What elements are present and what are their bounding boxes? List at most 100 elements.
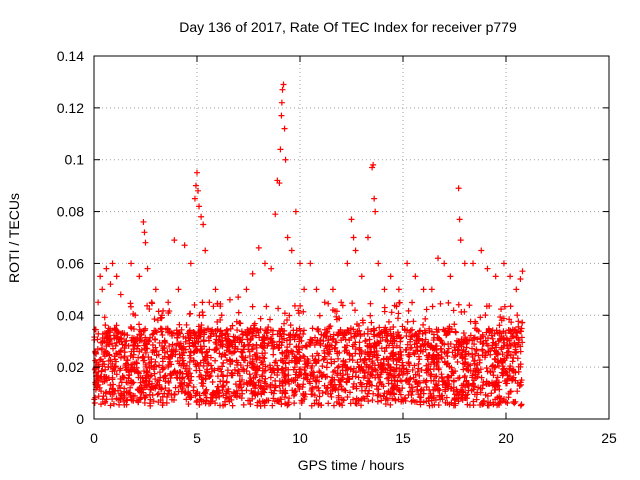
data-point-band — [311, 392, 318, 399]
data-point-band — [286, 341, 293, 348]
data-point-band — [146, 364, 153, 371]
data-point-band — [118, 391, 125, 398]
data-point-band — [131, 393, 138, 400]
data-point-band — [383, 344, 390, 351]
x-axis-label: GPS time / hours — [298, 457, 405, 473]
data-point-band — [167, 375, 174, 382]
data-point-band — [514, 335, 521, 342]
data-point-band — [267, 374, 274, 381]
data-point-band — [368, 328, 375, 335]
data-point-band — [145, 354, 152, 361]
data-point — [196, 203, 203, 210]
data-point-band — [142, 374, 149, 381]
data-point — [284, 234, 291, 241]
data-point-band — [212, 346, 219, 353]
data-point-band — [171, 390, 178, 397]
data-point-band — [202, 376, 209, 383]
data-point-band — [224, 388, 231, 395]
data-point-band — [256, 398, 263, 405]
data-point-band — [357, 379, 364, 386]
data-point-band — [396, 299, 403, 306]
data-point-band — [459, 391, 466, 398]
data-point-band — [329, 336, 336, 343]
data-point-band — [192, 332, 199, 339]
data-point-band — [449, 368, 456, 375]
data-point-band — [226, 398, 233, 405]
data-point-band — [439, 378, 446, 385]
data-point-band — [261, 367, 268, 374]
data-point-band — [346, 350, 353, 357]
data-point-band — [302, 343, 309, 350]
data-point-band — [463, 344, 470, 351]
data-point-band — [372, 366, 379, 373]
data-point — [307, 260, 314, 267]
data-point-band — [305, 360, 312, 367]
data-point-band — [454, 359, 461, 366]
data-point-band — [230, 349, 237, 356]
data-point-band — [328, 356, 335, 363]
data-point-band — [315, 357, 322, 364]
data-point-band — [220, 359, 227, 366]
data-point-band — [316, 387, 323, 394]
data-point-band — [154, 317, 161, 324]
data-point — [412, 273, 419, 280]
data-point-band — [353, 383, 360, 390]
data-point-band — [390, 357, 397, 364]
data-point-band — [279, 357, 286, 364]
data-point-band — [384, 332, 391, 339]
data-point-band — [416, 356, 423, 363]
data-point-band — [113, 371, 120, 378]
data-point-band — [415, 360, 422, 367]
data-point — [288, 247, 295, 254]
data-point-band — [194, 389, 201, 396]
data-point — [387, 273, 394, 280]
data-point-band — [186, 365, 193, 372]
data-point-band — [483, 381, 490, 388]
data-point-band — [270, 351, 277, 358]
data-point-band — [189, 339, 196, 346]
data-point-band — [316, 368, 323, 375]
data-point-band — [196, 367, 203, 374]
data-point — [507, 273, 514, 280]
data-point — [428, 286, 435, 293]
data-point-band — [146, 306, 153, 313]
data-point — [470, 260, 477, 267]
data-point-band — [242, 354, 249, 361]
data-point-band — [477, 402, 484, 409]
data-point — [404, 260, 411, 267]
data-point-band — [361, 370, 368, 377]
data-point-band — [393, 342, 400, 349]
data-point-band — [474, 336, 481, 343]
data-point-band — [444, 353, 451, 360]
data-point-band — [465, 381, 472, 388]
data-point-band — [135, 354, 142, 361]
data-point-band — [416, 394, 423, 401]
data-point-band — [406, 353, 413, 360]
data-point-band — [356, 364, 363, 371]
data-point-band — [277, 330, 284, 337]
data-point-band — [285, 376, 292, 383]
data-point-band — [120, 394, 127, 401]
data-point-band — [342, 387, 349, 394]
data-point — [140, 218, 147, 225]
data-point-band — [146, 381, 153, 388]
data-point-band — [482, 312, 489, 319]
data-point-band — [140, 389, 147, 396]
data-point-band — [396, 332, 403, 339]
data-point-band — [192, 361, 199, 368]
data-point-band — [423, 362, 430, 369]
data-point-band — [181, 390, 188, 397]
data-point-band — [364, 390, 371, 397]
data-point-band — [498, 306, 505, 313]
data-point-band — [257, 315, 264, 322]
data-point-band — [258, 391, 265, 398]
data-point — [121, 338, 128, 345]
data-point — [372, 208, 379, 215]
data-point-band — [216, 350, 223, 357]
data-point-band — [217, 327, 224, 334]
data-point-band — [467, 362, 474, 369]
data-point-band — [209, 326, 216, 333]
data-point — [181, 242, 188, 249]
data-point-band — [465, 350, 472, 357]
data-point-band — [179, 360, 186, 367]
